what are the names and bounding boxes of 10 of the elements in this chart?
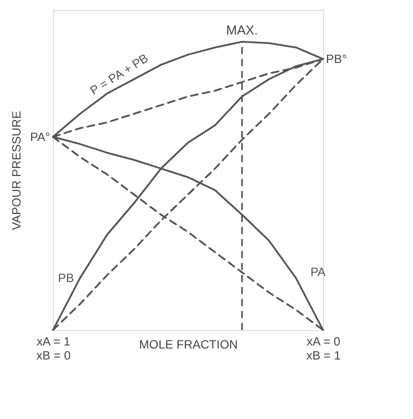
series-label: PB (58, 271, 74, 286)
x-tick-label: xA = 0 xB = 1 (306, 334, 341, 362)
text: MAX. (226, 22, 258, 38)
text: PA° (30, 130, 50, 144)
y-axis-title: VAPOUR PRESSURE (10, 110, 24, 230)
series-label: PA (310, 265, 326, 280)
x-tick-label: xA = 1 xB = 0 (36, 334, 71, 362)
text: P = PA + PB (88, 50, 151, 98)
text: PB° (326, 52, 348, 66)
x-axis-title: MOLE FRACTION (139, 338, 238, 352)
